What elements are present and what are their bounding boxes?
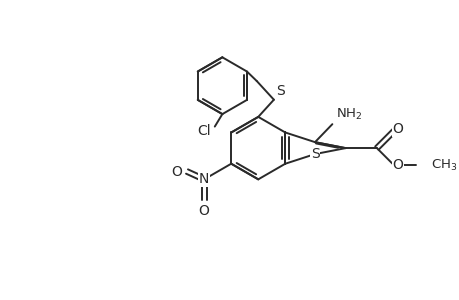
Text: N: N (199, 172, 209, 186)
Text: O: O (198, 204, 209, 218)
Text: CH$_3$: CH$_3$ (430, 158, 456, 173)
Text: O: O (392, 158, 403, 172)
Text: S: S (275, 84, 284, 98)
Text: O: O (392, 122, 403, 136)
Text: O: O (171, 164, 182, 178)
Text: S: S (310, 147, 319, 161)
Text: NH$_2$: NH$_2$ (336, 107, 362, 122)
Text: Cl: Cl (197, 124, 211, 138)
